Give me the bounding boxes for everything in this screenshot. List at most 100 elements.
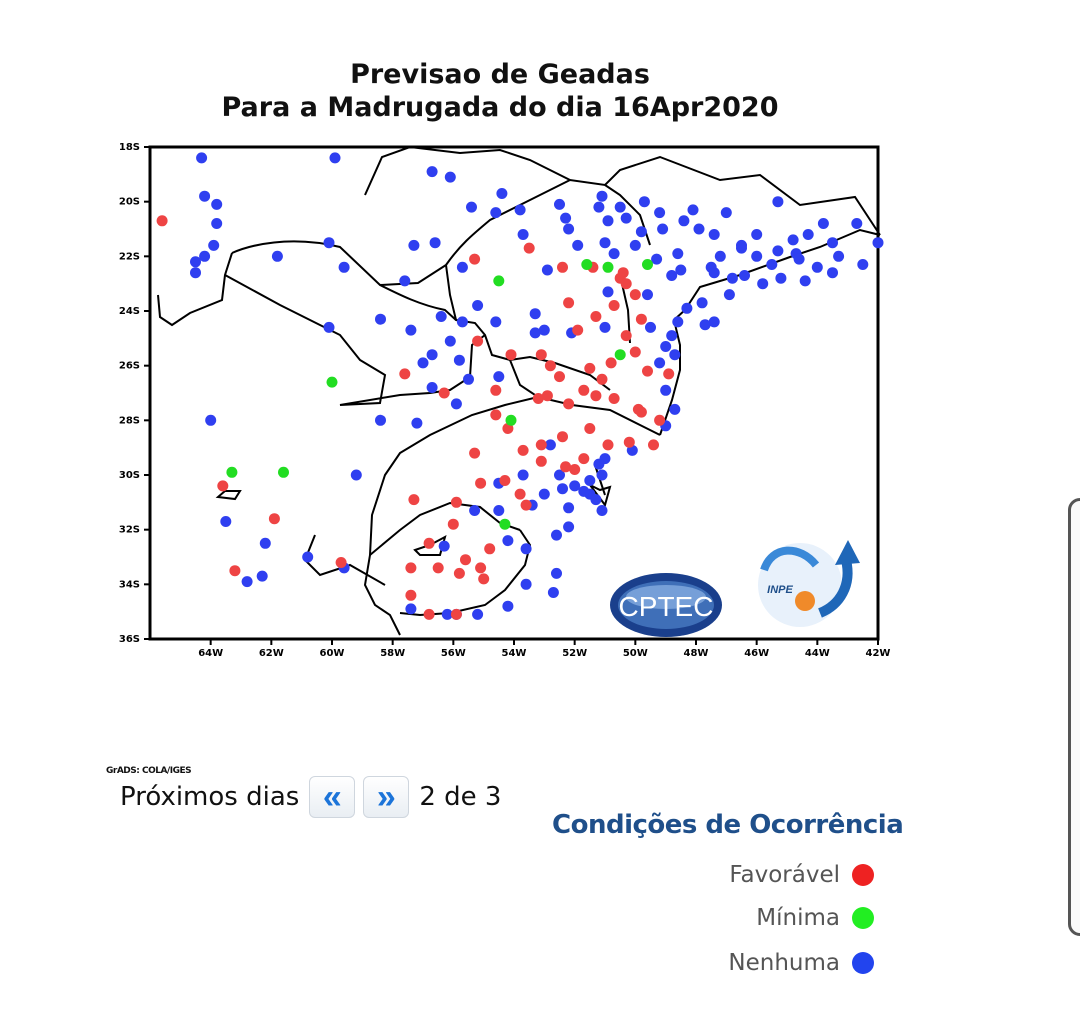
station-favoravel [520, 499, 532, 511]
lat-tick-label: 36S [119, 634, 140, 645]
station-nenhuma [196, 152, 208, 164]
station-nenhuma [817, 218, 829, 229]
station-favoravel [408, 494, 420, 506]
station-nenhuma [490, 316, 502, 328]
lat-tick-label: 26S [119, 361, 140, 372]
station-favoravel [544, 360, 556, 372]
station-nenhuma [211, 218, 223, 229]
station-nenhuma [551, 529, 562, 541]
border-line [364, 145, 571, 196]
station-nenhuma [578, 485, 590, 497]
station-favoravel [590, 390, 602, 402]
station-nenhuma [323, 237, 335, 249]
station-nenhuma [775, 272, 787, 284]
station-favoravel [505, 349, 517, 361]
station-favoravel [635, 313, 647, 325]
station-nenhuma [456, 316, 468, 328]
station-nenhuma [493, 505, 505, 516]
station-favoravel [584, 362, 596, 374]
station-nenhuma [514, 204, 526, 216]
station-nenhuma [426, 349, 438, 361]
station-favoravel [608, 393, 620, 404]
station-nenhuma [220, 516, 232, 527]
previous-day-button[interactable]: « [309, 776, 356, 818]
station-favoravel [557, 431, 568, 443]
station-nenhuma [547, 587, 559, 598]
station-favoravel [229, 565, 241, 577]
station-nenhuma [827, 237, 838, 249]
station-minima [602, 261, 614, 273]
station-nenhuma [660, 384, 672, 396]
lon-tick-label: 54W [502, 648, 527, 659]
station-nenhuma [450, 398, 462, 410]
station-nenhuma [444, 335, 456, 347]
lat-tick-label: 18S [119, 142, 140, 153]
legend-item-nenhuma: Nenhuma [728, 948, 874, 978]
station-favoravel [460, 554, 471, 566]
station-nenhuma [681, 302, 693, 314]
station-nenhuma [660, 341, 672, 352]
lon-tick-label: 52W [562, 648, 587, 659]
station-nenhuma [608, 248, 620, 260]
station-nenhuma [572, 239, 584, 251]
station-minima [614, 349, 626, 361]
station-favoravel [514, 488, 526, 500]
station-favoravel [617, 267, 629, 279]
station-favoravel [535, 455, 547, 467]
station-nenhuma [599, 237, 611, 249]
station-nenhuma [560, 212, 572, 224]
border-line [363, 396, 539, 636]
station-favoravel [484, 543, 496, 555]
station-favoravel [569, 464, 581, 475]
station-nenhuma [444, 171, 456, 183]
station-nenhuma [429, 237, 441, 249]
station-nenhuma [602, 286, 614, 298]
lon-tick-label: 44W [805, 648, 830, 659]
legend-title: Condições de Ocorrência [552, 810, 904, 840]
frost-forecast-map: 18S 20S 22S 24S 26S 28S 30S 32S 34S 36S 64W 62W 60W 5… [119, 142, 891, 659]
station-nenhuma [714, 250, 726, 262]
station-nenhuma [456, 261, 468, 273]
station-favoravel [453, 567, 465, 579]
pager-label: Próximos dias [120, 782, 300, 812]
station-favoravel [268, 513, 280, 525]
station-nenhuma [241, 576, 253, 588]
lon-tick-label: 60W [320, 648, 345, 659]
double-chevron-left-icon: « [322, 778, 342, 816]
station-nenhuma [502, 600, 514, 612]
station-nenhuma [645, 321, 656, 333]
station-nenhuma [772, 245, 784, 257]
inpe-logo: INPE [758, 540, 860, 627]
station-nenhuma [453, 354, 465, 366]
station-favoravel [423, 608, 435, 620]
station-nenhuma [405, 324, 417, 336]
station-nenhuma [696, 297, 708, 309]
border-line [215, 490, 242, 501]
station-favoravel [217, 480, 229, 492]
lon-tick-label: 56W [441, 648, 466, 659]
station-nenhuma [851, 218, 863, 229]
station-favoravel [563, 398, 575, 410]
station-nenhuma [602, 215, 614, 227]
station-nenhuma [638, 196, 650, 208]
station-nenhuma [563, 223, 575, 235]
station-favoravel [629, 346, 641, 358]
station-favoravel [596, 373, 608, 385]
station-nenhuma [872, 237, 884, 249]
double-chevron-right-icon: » [376, 778, 396, 816]
station-nenhuma [529, 308, 541, 320]
station-favoravel [432, 562, 444, 574]
next-day-button[interactable]: » [363, 776, 410, 818]
station-nenhuma [675, 264, 687, 276]
station-nenhuma [751, 229, 763, 240]
station-favoravel [490, 409, 502, 421]
station-nenhuma [723, 289, 735, 301]
legend-dot-red [852, 864, 874, 886]
station-nenhuma [772, 196, 784, 208]
side-scroll-handle[interactable] [1068, 498, 1080, 936]
station-favoravel [654, 414, 666, 426]
station-nenhuma [520, 578, 532, 590]
station-nenhuma [569, 480, 581, 492]
station-nenhuma [687, 204, 699, 216]
station-nenhuma [538, 488, 550, 500]
